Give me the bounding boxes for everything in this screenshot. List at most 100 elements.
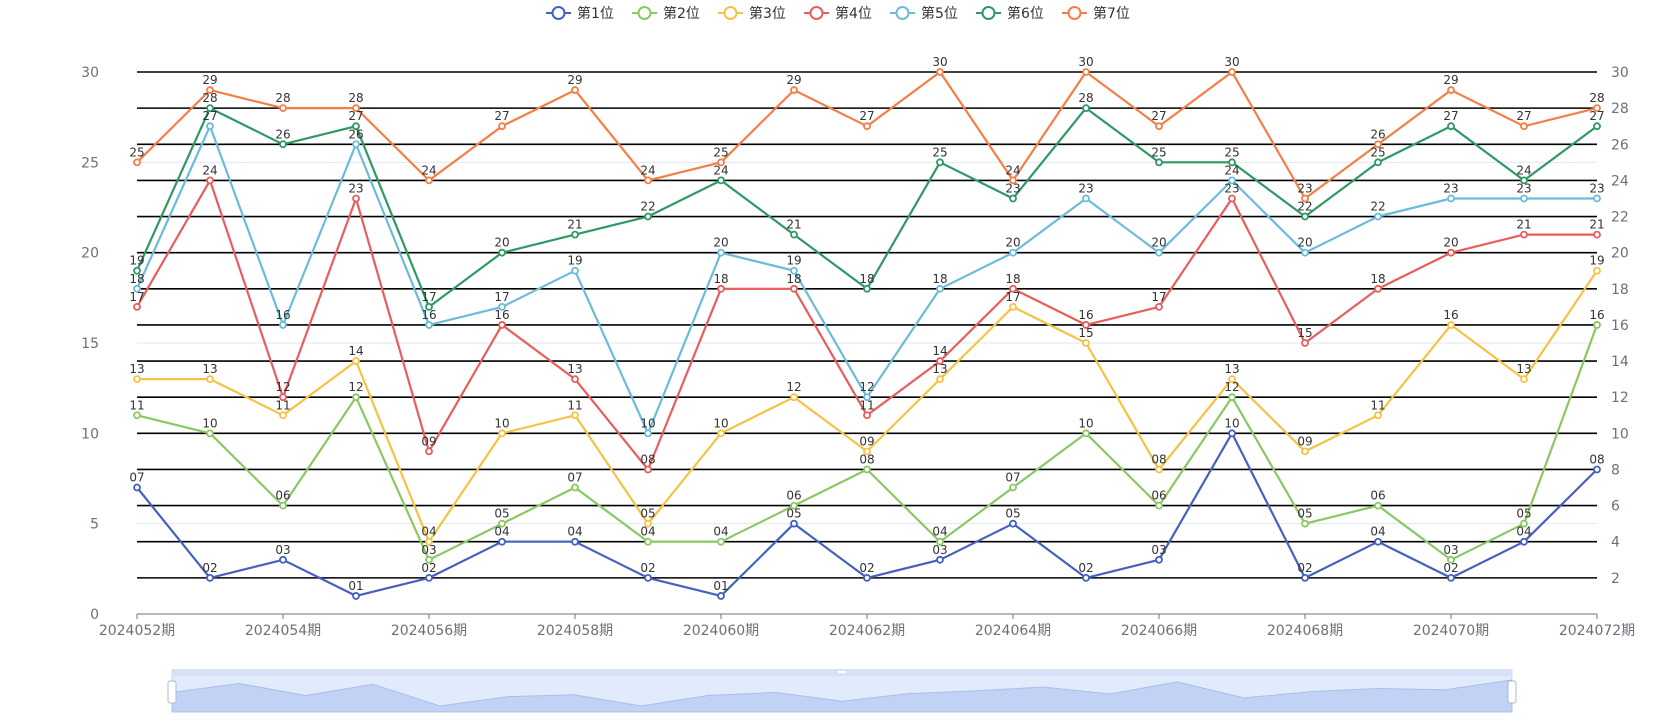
data-label: 22 bbox=[1297, 200, 1312, 214]
data-label: 07 bbox=[567, 471, 582, 485]
y-axis-right-tick-label: 2 bbox=[1611, 571, 1620, 587]
data-label: 04 bbox=[494, 525, 509, 539]
data-point bbox=[1374, 158, 1382, 167]
legend-label: 第2位 bbox=[663, 5, 700, 22]
x-axis-tick-label: 2024070期 bbox=[1413, 623, 1489, 639]
data-label: 11 bbox=[1370, 398, 1385, 412]
data-point bbox=[1447, 321, 1455, 329]
data-point bbox=[1447, 86, 1455, 94]
data-label: 16 bbox=[494, 308, 509, 322]
legend-item-3[interactable]: 第3位 bbox=[718, 5, 786, 22]
data-point bbox=[1228, 194, 1236, 203]
data-point bbox=[717, 248, 725, 257]
data-point bbox=[133, 375, 141, 384]
data-label: 12 bbox=[275, 380, 290, 394]
data-label: 05 bbox=[494, 507, 509, 521]
data-label: 01 bbox=[713, 579, 728, 593]
data-point bbox=[1374, 140, 1382, 149]
data-label: 23 bbox=[1005, 181, 1020, 195]
legend-label: 第3位 bbox=[749, 5, 786, 22]
data-label: 23 bbox=[1224, 181, 1239, 195]
data-point bbox=[206, 176, 214, 185]
data-point bbox=[206, 122, 214, 131]
legend-item-5[interactable]: 第5位 bbox=[890, 5, 958, 22]
data-point bbox=[279, 501, 287, 510]
data-label: 10 bbox=[202, 416, 217, 430]
legend-item-1[interactable]: 第1位 bbox=[546, 5, 614, 22]
legend-item-6[interactable]: 第6位 bbox=[976, 5, 1044, 22]
legend-circle-icon bbox=[1067, 6, 1082, 20]
legend-circle-icon bbox=[723, 6, 738, 20]
data-point bbox=[1228, 375, 1236, 384]
data-point bbox=[352, 357, 360, 365]
data-label: 13 bbox=[1516, 362, 1531, 376]
data-label: 16 bbox=[1078, 308, 1093, 322]
data-point bbox=[571, 375, 579, 384]
data-point bbox=[1082, 339, 1090, 347]
data-point bbox=[498, 302, 506, 311]
data-label: 14 bbox=[348, 344, 363, 358]
data-label: 24 bbox=[1224, 163, 1239, 177]
data-label: 18 bbox=[786, 272, 801, 286]
data-point bbox=[133, 302, 141, 311]
data-zoom-left-handle[interactable] bbox=[167, 680, 177, 704]
data-point bbox=[1520, 537, 1528, 546]
data-label: 16 bbox=[1443, 308, 1458, 322]
data-point bbox=[644, 465, 652, 474]
data-point bbox=[1301, 519, 1309, 528]
data-point bbox=[1447, 122, 1455, 131]
x-axis-tick-label: 2024072期 bbox=[1559, 623, 1635, 639]
legend-circle-icon bbox=[895, 6, 910, 20]
legend-item-4[interactable]: 第4位 bbox=[804, 5, 872, 22]
data-zoom-preview bbox=[171, 679, 1513, 713]
data-label: 29 bbox=[1443, 73, 1458, 87]
data-label: 13 bbox=[129, 362, 144, 376]
data-point bbox=[1374, 411, 1382, 420]
data-label: 30 bbox=[1078, 55, 1093, 69]
data-label: 19 bbox=[786, 254, 801, 268]
data-label: 24 bbox=[640, 163, 655, 177]
data-point bbox=[425, 447, 433, 456]
data-label: 02 bbox=[1078, 561, 1093, 575]
data-label: 10 bbox=[494, 416, 509, 430]
data-point bbox=[279, 411, 287, 420]
data-label: 27 bbox=[1589, 109, 1604, 123]
data-label: 02 bbox=[859, 561, 874, 575]
data-label: 11 bbox=[129, 398, 144, 412]
data-label: 12 bbox=[348, 380, 363, 394]
legend-item-2[interactable]: 第2位 bbox=[632, 5, 700, 22]
data-label: 09 bbox=[1297, 434, 1312, 448]
data-label: 28 bbox=[1589, 91, 1604, 105]
data-zoom-right-handle[interactable] bbox=[1507, 680, 1517, 704]
legend-item-7[interactable]: 第7位 bbox=[1062, 5, 1130, 22]
data-label: 12 bbox=[786, 380, 801, 394]
data-point bbox=[790, 230, 798, 239]
y-axis-right-tick-label: 26 bbox=[1611, 137, 1629, 153]
data-label: 13 bbox=[567, 362, 582, 376]
data-label: 22 bbox=[1370, 200, 1385, 214]
data-label: 10 bbox=[713, 416, 728, 430]
data-label: 03 bbox=[932, 543, 947, 557]
data-point bbox=[133, 483, 141, 492]
data-point bbox=[936, 158, 944, 167]
data-point bbox=[863, 573, 871, 582]
data-point bbox=[425, 321, 433, 329]
y-axis-right-tick-label: 10 bbox=[1611, 426, 1629, 442]
data-zoom-slider[interactable] bbox=[167, 669, 1517, 713]
y-axis-right-tick-label: 18 bbox=[1611, 282, 1629, 298]
data-point bbox=[571, 411, 579, 420]
data-label: 04 bbox=[932, 525, 947, 539]
y-axis-right-tick-label: 6 bbox=[1611, 499, 1620, 515]
data-point bbox=[1447, 573, 1455, 582]
data-label: 03 bbox=[1443, 543, 1458, 557]
data-label: 27 bbox=[1151, 109, 1166, 123]
data-point bbox=[279, 140, 287, 149]
data-label: 26 bbox=[1370, 127, 1385, 141]
data-point bbox=[571, 483, 579, 492]
y-axis-right-tick-label: 12 bbox=[1611, 390, 1629, 406]
data-label: 23 bbox=[1589, 181, 1604, 195]
data-point bbox=[1374, 284, 1382, 293]
data-point bbox=[279, 104, 287, 113]
data-point bbox=[1082, 104, 1090, 113]
data-label: 29 bbox=[786, 73, 801, 87]
